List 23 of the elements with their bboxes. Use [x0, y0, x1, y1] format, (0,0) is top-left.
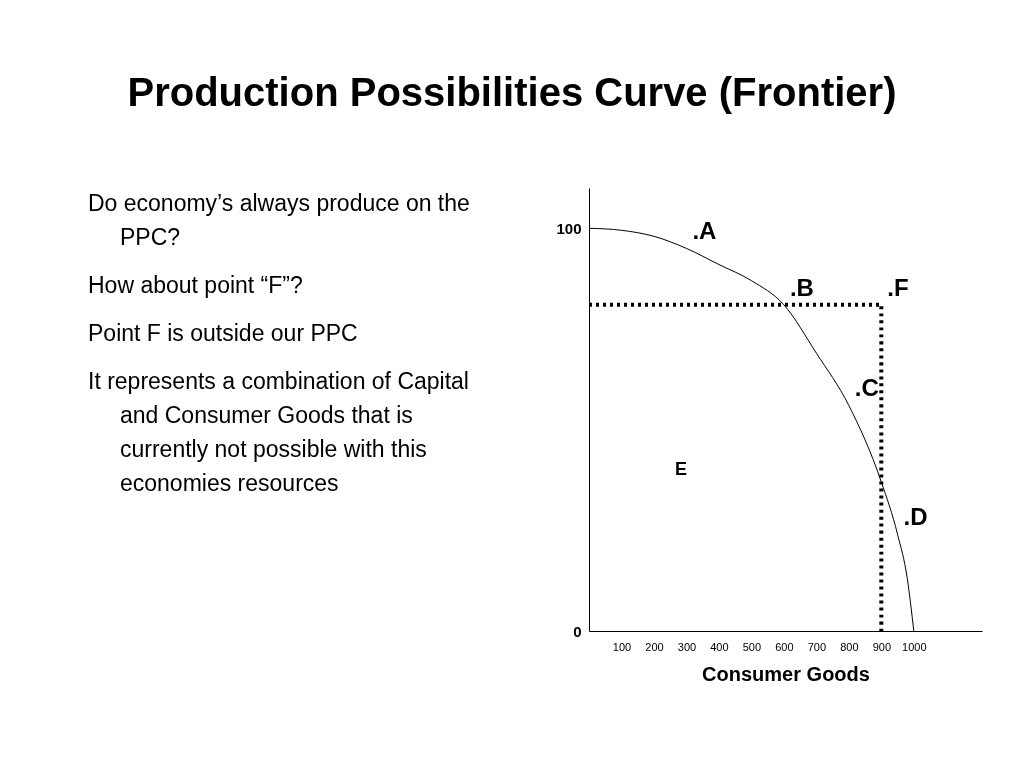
annotation: E	[674, 459, 688, 479]
x-axis-title: Consumer Goods	[702, 662, 870, 685]
y-tick-label: 0	[573, 622, 582, 640]
x-tick-label: 900	[872, 640, 891, 653]
x-tick-label: 400	[710, 640, 729, 653]
x-tick-label: 200	[645, 640, 664, 653]
annotation: .C	[854, 374, 879, 402]
x-tick-label: 600	[775, 640, 794, 653]
annotation: .D	[903, 503, 928, 531]
x-tick-label: 800	[840, 640, 859, 653]
text: It represents a combination of Capital and Consumer Goods that is currently not possible with this economies resources	[88, 367, 470, 498]
x-tick-label: 500	[742, 640, 762, 653]
annotation: .B	[789, 273, 814, 301]
x-tick-label: 100	[612, 640, 632, 653]
x-tick-label: 300	[677, 640, 697, 653]
text: Point F is outside our PPC	[88, 319, 359, 348]
x-tick-label: 700	[807, 640, 827, 653]
x-tick-label: 1000	[902, 640, 927, 653]
annotation: .F	[887, 273, 909, 301]
text: How about point “F”?	[88, 271, 304, 300]
annotation: .A	[692, 217, 717, 245]
text: Do economy’s always produce on the PPC?	[88, 189, 471, 252]
chart-title: Production Possibilities Curve (Frontier)	[126, 70, 898, 115]
